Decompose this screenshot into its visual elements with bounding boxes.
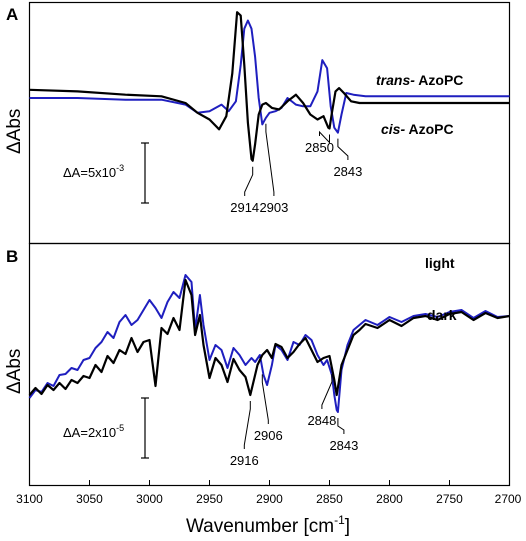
series-line-cis-azopc (29, 11, 510, 162)
panel-b-scalebar (141, 397, 149, 459)
x-tick-label: 2850 (316, 492, 343, 506)
x-axis-label-end: ] (345, 516, 350, 537)
legend-dark: dark (427, 307, 457, 323)
annotation-leader (337, 138, 349, 160)
annotation-leader (243, 401, 251, 449)
legend-cis-azopc: cis- AzoPC (381, 121, 454, 137)
panel-b-scalebar-text: ΔA=2x10 (63, 425, 116, 440)
series-line-trans-azopc (29, 19, 510, 134)
series-line-dark (28, 278, 510, 397)
panel-a-scalebar (141, 142, 149, 204)
annotation-label: 2843 (329, 438, 358, 453)
annotation-leader (337, 418, 345, 434)
annotation-label: 2843 (333, 164, 362, 179)
annotation-leader (265, 123, 275, 196)
legend-cis-italic: cis- (381, 121, 405, 137)
x-tick-label: 3000 (136, 492, 163, 506)
x-tick-label: 2700 (495, 492, 522, 506)
legend-trans-azopc: trans- AzoPC (376, 72, 463, 88)
annotation-label: 2848 (307, 413, 336, 428)
annotation-leader (261, 374, 269, 424)
x-tick-label: 2950 (196, 492, 223, 506)
panel-b-plot: 2916 2906 2848 2843 (28, 274, 510, 468)
x-tick-label: 3050 (76, 492, 103, 506)
panel-a-plot: 2914 2903 2850 2843 (29, 11, 510, 215)
panel-a-ylabel: ΔAbs (4, 109, 25, 154)
x-axis-label: Wavenumber [cm-1] (186, 513, 350, 537)
annotation-label: 2906 (254, 428, 283, 443)
annotation-leader (244, 166, 254, 196)
annotation-label: 2916 (230, 453, 259, 468)
series-line-light (28, 274, 510, 413)
annotation-label: 2914 (230, 200, 259, 215)
annotation-label: 2903 (259, 200, 288, 215)
panel-b-label: B (6, 247, 18, 266)
annotation-leader (319, 130, 330, 144)
panel-a-scalebar-text: ΔA=5x10 (63, 165, 116, 180)
legend-cis-rest: AzoPC (405, 121, 453, 137)
x-tick-label: 2900 (256, 492, 283, 506)
x-axis-label-main: Wavenumber [cm (186, 516, 334, 537)
panel-a-scalebar-exp: -3 (116, 163, 124, 173)
x-tick-label: 3100 (16, 492, 43, 506)
panel-b-scalebar-exp: -5 (116, 423, 124, 433)
panel-b-frame (28, 242, 511, 487)
annotation-leader (321, 374, 333, 409)
x-axis-label-sup: -1 (334, 513, 345, 527)
legend-light: light (425, 255, 455, 271)
annotation-label: 2850 (305, 140, 334, 155)
panel-a-scalebar-label: ΔA=5x10-3 (63, 163, 124, 180)
panel-b-ylabel: ΔAbs (4, 349, 25, 394)
panel-b-scalebar-label: ΔA=2x10-5 (63, 423, 124, 440)
legend-trans-italic: trans- (376, 72, 415, 88)
x-tick-label: 2800 (376, 492, 403, 506)
x-tick-label: 2750 (436, 492, 463, 506)
x-axis-ticks: 3100 3050 3000 2950 2900 2850 2800 2750 2700 (16, 480, 522, 506)
panel-a-label: A (6, 5, 18, 24)
legend-trans-rest: AzoPC (415, 72, 463, 88)
